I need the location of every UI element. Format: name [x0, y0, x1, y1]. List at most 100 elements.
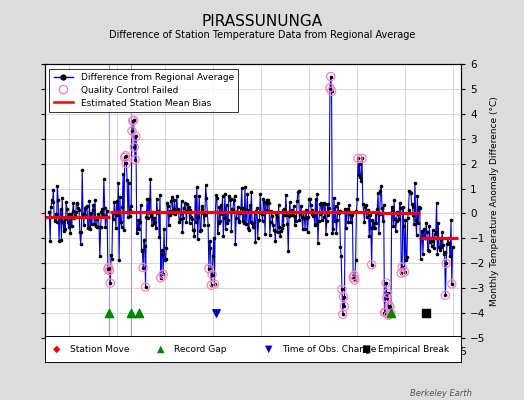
Point	[154, 207, 162, 214]
Point	[412, 232, 421, 238]
Point	[406, 189, 414, 196]
Point	[285, 212, 293, 219]
Point	[340, 294, 348, 300]
Point	[362, 202, 370, 208]
Point	[72, 209, 80, 215]
Point	[447, 281, 456, 287]
Point	[212, 310, 220, 316]
Point	[441, 292, 450, 298]
Point	[331, 218, 339, 224]
Point	[81, 211, 90, 218]
Point	[143, 196, 151, 203]
Point	[95, 224, 103, 230]
Point	[382, 280, 390, 286]
Point	[377, 183, 386, 189]
Point	[207, 282, 215, 288]
Point	[441, 292, 450, 298]
Point	[319, 200, 327, 207]
Point	[299, 208, 308, 215]
Point	[117, 224, 126, 230]
Point	[91, 196, 99, 203]
Point	[314, 240, 322, 246]
Point	[255, 217, 263, 223]
Point	[106, 280, 114, 286]
Text: Empirical Break: Empirical Break	[378, 344, 449, 354]
Point	[128, 118, 137, 124]
Point	[216, 218, 224, 224]
Point	[282, 212, 291, 218]
Point	[202, 194, 211, 201]
Point	[226, 196, 235, 203]
Point	[152, 225, 160, 231]
Point	[300, 214, 309, 221]
Point	[318, 216, 326, 223]
Point	[51, 211, 60, 217]
Point	[336, 243, 345, 250]
Point	[147, 213, 155, 219]
Point	[222, 201, 231, 208]
Point	[245, 227, 253, 233]
Point	[342, 224, 350, 231]
Point	[247, 188, 256, 195]
Point	[164, 203, 172, 209]
Point	[193, 236, 202, 243]
Point	[157, 274, 165, 281]
Point	[270, 228, 279, 234]
Point	[330, 195, 338, 201]
Point	[351, 277, 359, 283]
Point	[339, 311, 347, 318]
Point	[413, 193, 421, 200]
Point	[193, 184, 201, 190]
Point	[92, 224, 101, 230]
Point	[135, 310, 143, 316]
Point	[346, 219, 355, 226]
Point	[59, 219, 67, 226]
Point	[321, 201, 330, 207]
Point	[158, 247, 167, 254]
Point	[433, 250, 442, 257]
Point	[45, 209, 53, 215]
Point	[384, 290, 392, 296]
Point	[417, 235, 425, 241]
Point	[98, 206, 106, 212]
Point	[186, 207, 194, 214]
Point	[366, 212, 374, 218]
Point	[440, 251, 448, 257]
Point	[410, 220, 418, 227]
Point	[174, 206, 183, 213]
Point	[407, 190, 415, 196]
Point	[166, 208, 174, 215]
Point	[214, 220, 223, 226]
Point	[276, 233, 285, 239]
Point	[275, 224, 283, 230]
Point	[381, 310, 389, 316]
Point	[305, 196, 314, 202]
Point	[130, 144, 138, 150]
Point	[78, 167, 86, 173]
Point	[163, 199, 171, 206]
Point	[64, 224, 73, 230]
Point	[51, 218, 59, 224]
Point	[269, 222, 277, 228]
Point	[294, 188, 303, 194]
Point	[187, 213, 195, 220]
Point	[190, 233, 199, 240]
Point	[266, 219, 275, 225]
Point	[176, 216, 184, 222]
Point	[130, 144, 138, 150]
Point	[431, 231, 439, 238]
Point	[261, 230, 269, 237]
Point	[220, 215, 228, 221]
Point	[264, 197, 272, 203]
Point	[351, 277, 359, 283]
Point	[352, 257, 360, 263]
Point	[204, 222, 212, 228]
Point	[48, 197, 56, 204]
Point	[380, 310, 389, 316]
Point	[210, 235, 218, 242]
Point	[142, 214, 150, 220]
Point	[205, 265, 213, 272]
Point	[263, 196, 271, 203]
Point	[394, 210, 402, 217]
Point	[253, 205, 261, 211]
